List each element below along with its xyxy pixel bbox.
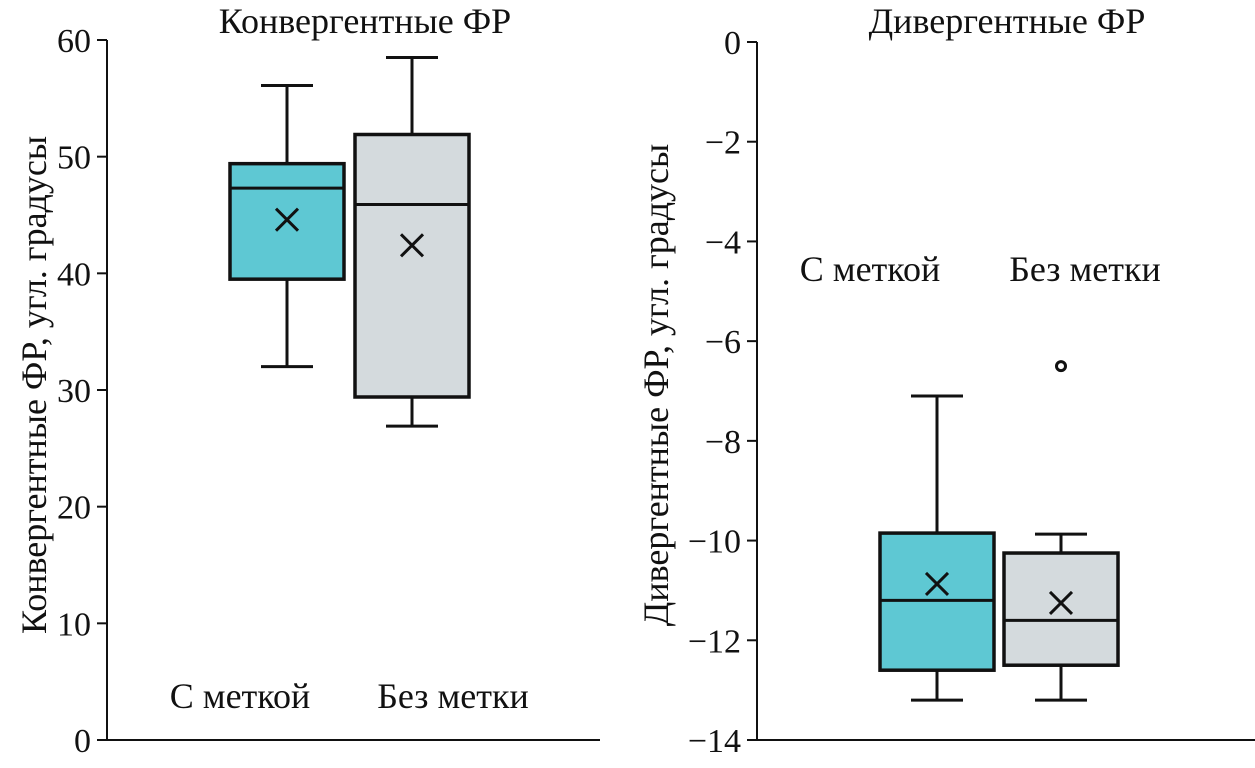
right-mean-marker bbox=[1048, 590, 1074, 615]
left-mean-marker bbox=[274, 207, 300, 232]
right-y-tick-label: −8 bbox=[705, 424, 741, 461]
right-category-label-2: Без метки bbox=[1009, 249, 1161, 289]
left-y-tick-label: 30 bbox=[57, 373, 91, 410]
left-category-label-2: Без метки bbox=[377, 676, 529, 716]
left-y-tick-label: 10 bbox=[57, 606, 91, 643]
right-chart-title: Дивергентные ФР bbox=[869, 1, 1146, 41]
right-y-tick-label: 0 bbox=[724, 25, 741, 62]
right-y-axis-label: Дивергентные ФР, угл. градусы bbox=[636, 144, 676, 626]
left-y-tick-label: 40 bbox=[57, 256, 91, 293]
left-y-tick-label: 0 bbox=[74, 723, 91, 760]
right-y-tick-label: −14 bbox=[688, 723, 741, 760]
left-y-tick-label: 50 bbox=[57, 140, 91, 177]
left-mean-marker bbox=[399, 233, 425, 258]
left-chart-title: Конвергентные ФР bbox=[219, 1, 511, 41]
right-mean-marker bbox=[924, 571, 950, 597]
left-y-tick-label: 20 bbox=[57, 490, 91, 527]
right-y-tick-label: −10 bbox=[688, 524, 741, 561]
left-category-label-1: С меткой bbox=[170, 676, 310, 716]
left-box bbox=[353, 132, 471, 399]
left-y-axis-label: Конвергентные ФР, угл. градусы bbox=[14, 136, 54, 634]
right-y-tick-label: −4 bbox=[705, 224, 741, 261]
right-category-label-1: С меткой bbox=[800, 249, 940, 289]
left-y-tick-label: 60 bbox=[57, 23, 91, 60]
right-y-tick-label: −2 bbox=[705, 125, 741, 162]
right-outlier-point bbox=[1055, 360, 1067, 373]
right-y-tick-label: −12 bbox=[688, 623, 741, 660]
right-box bbox=[1002, 551, 1120, 667]
right-y-tick-label: −6 bbox=[705, 324, 741, 361]
